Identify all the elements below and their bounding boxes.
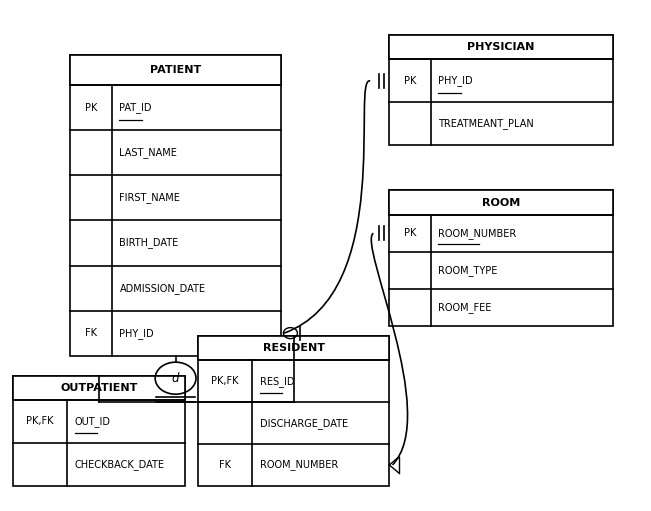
Text: ROOM_NUMBER: ROOM_NUMBER — [260, 459, 338, 471]
Text: CHECKBACK_DATE: CHECKBACK_DATE — [75, 459, 165, 470]
Text: BIRTH_DATE: BIRTH_DATE — [119, 238, 178, 248]
Text: RES_ID: RES_ID — [260, 376, 294, 387]
Text: ROOM_NUMBER: ROOM_NUMBER — [438, 228, 517, 239]
Text: TREATMEANT_PLAN: TREATMEANT_PLAN — [438, 119, 534, 129]
Text: PHY_ID: PHY_ID — [119, 328, 154, 339]
Text: PHY_ID: PHY_ID — [438, 76, 473, 86]
Text: FIRST_NAME: FIRST_NAME — [119, 193, 180, 203]
Text: PK,FK: PK,FK — [212, 376, 239, 386]
Text: OUTPATIENT: OUTPATIENT — [61, 383, 138, 393]
Text: PAT_ID: PAT_ID — [119, 102, 152, 113]
Bar — [13, 376, 185, 400]
Text: PK,FK: PK,FK — [26, 416, 54, 426]
Text: PHYSICIAN: PHYSICIAN — [467, 42, 534, 52]
Text: PK: PK — [404, 76, 416, 86]
Bar — [198, 336, 389, 486]
Text: DISCHARGE_DATE: DISCHARGE_DATE — [260, 417, 348, 429]
Text: FK: FK — [219, 460, 231, 470]
Text: LAST_NAME: LAST_NAME — [119, 147, 177, 158]
Text: FK: FK — [85, 328, 97, 338]
Text: PK: PK — [404, 228, 416, 238]
Text: OUT_ID: OUT_ID — [75, 416, 111, 427]
Bar — [389, 35, 613, 59]
Bar — [389, 191, 613, 215]
Bar — [70, 55, 281, 85]
Text: ADMISSION_DATE: ADMISSION_DATE — [119, 283, 206, 293]
Text: PK: PK — [85, 103, 97, 113]
Text: ROOM_TYPE: ROOM_TYPE — [438, 265, 498, 275]
Bar — [13, 376, 185, 486]
Bar — [389, 191, 613, 326]
Bar — [70, 55, 281, 356]
Text: PATIENT: PATIENT — [150, 65, 201, 75]
Bar — [389, 35, 613, 145]
Text: RESIDENT: RESIDENT — [262, 343, 325, 353]
Text: d: d — [172, 371, 179, 385]
Text: ROOM: ROOM — [482, 198, 520, 207]
Text: ROOM_FEE: ROOM_FEE — [438, 301, 492, 313]
Bar — [198, 336, 389, 360]
